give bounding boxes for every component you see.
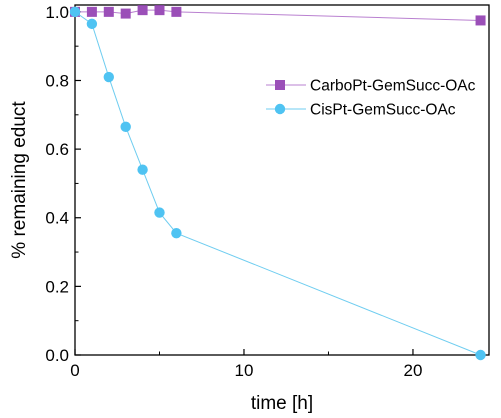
x-tick-label: 0 [70,361,79,380]
series-line [74,11,481,356]
y-tick-label: 1.0 [45,3,69,22]
data-point [86,6,97,17]
data-point [137,164,148,175]
legend-item: CarboPt-GemSucc-OAc [266,78,476,95]
data-point [154,207,165,218]
ticks-layer: 0 10 20 0.0 0.2 0.4 0.6 0.8 1.0 [45,3,422,380]
data-point [120,121,131,133]
data-point [154,5,165,16]
data-point [137,5,148,16]
data-point [475,349,486,361]
y-tick-label: 0.0 [45,346,69,365]
series-line [75,9,481,21]
data-point [103,71,114,83]
series-1 [69,6,486,361]
legend-marker [274,103,286,115]
legend-label: CisPt-GemSucc-OAc [310,102,456,119]
data-point [86,18,98,30]
series-layer [69,5,486,361]
legend-item: CisPt-GemSucc-OAc [266,102,456,119]
x-axis-title: time [h] [251,393,313,414]
y-axis-title: % remaining educt [9,101,30,259]
legend-marker [275,80,285,90]
data-point [120,8,131,19]
x-tick-label: 20 [403,361,422,380]
data-point [171,6,182,17]
legend: CarboPt-GemSucc-OAc CisPt-GemSucc-OAc [266,78,476,119]
data-point [171,227,182,239]
plot-frame [74,4,490,356]
y-tick-label: 0.6 [45,140,69,159]
data-point [69,6,81,18]
y-tick-label: 0.8 [45,71,69,90]
y-tick-label: 0.2 [45,277,69,296]
x-tick-label: 10 [235,361,254,380]
legend-label: CarboPt-GemSucc-OAc [310,78,476,95]
y-tick-label: 0.4 [45,209,69,228]
data-point [103,6,114,17]
data-point [475,15,486,26]
series-0 [70,5,486,26]
